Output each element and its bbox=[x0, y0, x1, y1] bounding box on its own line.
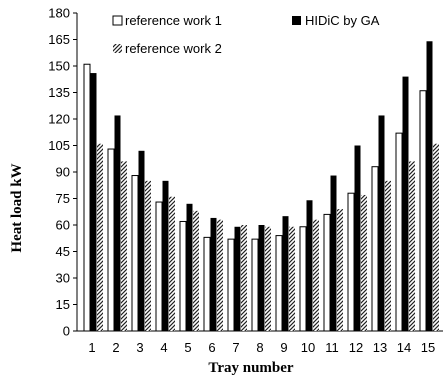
bar-black-tray-6 bbox=[210, 217, 217, 331]
y-tick-label: 30 bbox=[56, 271, 70, 286]
bar-white-tray-7 bbox=[227, 238, 235, 332]
x-tick-label: 7 bbox=[232, 340, 239, 355]
y-tick-label: 180 bbox=[48, 6, 70, 21]
legend-label: reference work 1 bbox=[125, 13, 222, 28]
bar-white-tray-13 bbox=[371, 166, 379, 332]
x-tick-label: 8 bbox=[256, 340, 263, 355]
x-axis-title: Tray number bbox=[208, 360, 293, 376]
bar-hatched-tray-15 bbox=[433, 143, 439, 331]
bar-white-tray-1 bbox=[83, 63, 91, 332]
bar-black-tray-2 bbox=[114, 115, 121, 331]
y-tick-label: 15 bbox=[56, 297, 70, 312]
x-tick-label: 4 bbox=[160, 340, 167, 355]
bar-white-tray-9 bbox=[275, 235, 283, 332]
bar-hatched-tray-14 bbox=[409, 161, 415, 331]
bar-black-tray-9 bbox=[282, 216, 289, 331]
bar-hatched-tray-2 bbox=[121, 161, 127, 331]
x-tick-label: 11 bbox=[325, 340, 339, 355]
bar-black-tray-4 bbox=[162, 180, 169, 331]
bar-black-tray-3 bbox=[138, 150, 145, 331]
legend-label: HIDiC by GA bbox=[305, 13, 380, 28]
bar-black-tray-5 bbox=[186, 203, 193, 331]
bar-white-tray-14 bbox=[395, 132, 403, 332]
x-tick-label: 2 bbox=[112, 340, 119, 355]
legend: reference work 1 HIDiC by GA reference w… bbox=[112, 13, 380, 56]
x-tick-label: 5 bbox=[184, 340, 191, 355]
x-tick-label: 1 bbox=[88, 340, 95, 355]
x-tick-label: 15 bbox=[421, 340, 435, 355]
x-tick-label: 9 bbox=[280, 340, 287, 355]
bar-white-tray-15 bbox=[419, 90, 427, 332]
bar-white-tray-3 bbox=[131, 175, 139, 332]
legend-swatch-black bbox=[292, 16, 301, 25]
bar-black-tray-7 bbox=[234, 226, 241, 331]
x-tick-label: 14 bbox=[397, 340, 411, 355]
y-axis-title: Heat load kW bbox=[9, 163, 25, 252]
bar-black-tray-13 bbox=[378, 115, 385, 331]
bar-white-tray-6 bbox=[203, 236, 211, 332]
bar-black-tray-8 bbox=[258, 225, 265, 331]
bar-hatched-tray-7 bbox=[241, 225, 247, 331]
y-tick-label: 135 bbox=[48, 85, 70, 100]
legend-swatch-hatched bbox=[113, 44, 122, 53]
x-tick-label: 6 bbox=[208, 340, 215, 355]
legend-item-series-2: reference work 2 bbox=[113, 41, 222, 56]
bar-hatched-tray-6 bbox=[217, 219, 223, 331]
legend-item-series-0: reference work 1 bbox=[112, 13, 222, 28]
bar-hatched-tray-12 bbox=[361, 194, 367, 331]
y-tick-label: 120 bbox=[48, 112, 70, 127]
y-tick-label: 0 bbox=[63, 324, 70, 339]
bar-black-tray-15 bbox=[426, 41, 433, 332]
y-tick-label: 90 bbox=[56, 165, 70, 180]
x-tick-label: 12 bbox=[349, 340, 363, 355]
bar-white-tray-5 bbox=[179, 220, 187, 332]
bar-black-tray-12 bbox=[354, 145, 361, 331]
bar-white-tray-8 bbox=[251, 238, 259, 332]
bar-white-tray-4 bbox=[155, 201, 163, 332]
bar-black-tray-14 bbox=[402, 76, 409, 331]
y-tick-label: 105 bbox=[48, 138, 70, 153]
bar-white-tray-10 bbox=[299, 226, 307, 332]
y-tick-label: 165 bbox=[48, 32, 70, 47]
x-tick-label: 13 bbox=[373, 340, 387, 355]
x-tick-label: 3 bbox=[136, 340, 143, 355]
bar-white-tray-2 bbox=[107, 148, 115, 332]
bar-hatched-tray-10 bbox=[313, 219, 319, 331]
legend-label: reference work 2 bbox=[125, 41, 222, 56]
legend-item-series-1: HIDiC by GA bbox=[292, 13, 380, 28]
y-tick-label: 60 bbox=[56, 218, 70, 233]
y-tick-label: 75 bbox=[56, 191, 70, 206]
legend-swatch-white bbox=[112, 15, 123, 26]
x-tick-label: 10 bbox=[301, 340, 315, 355]
bar-black-tray-10 bbox=[306, 200, 313, 331]
bar-hatched-tray-13 bbox=[385, 180, 391, 331]
bar-black-tray-11 bbox=[330, 175, 337, 331]
bar-hatched-tray-8 bbox=[265, 226, 271, 331]
bar-hatched-tray-3 bbox=[145, 180, 151, 331]
bar-white-tray-12 bbox=[347, 192, 355, 332]
bar-hatched-tray-9 bbox=[289, 226, 295, 331]
bar-black-tray-1 bbox=[90, 73, 97, 332]
bar-hatched-tray-4 bbox=[169, 196, 175, 331]
bar-hatched-tray-11 bbox=[337, 209, 343, 331]
y-tick-label: 150 bbox=[48, 59, 70, 74]
y-tick-label: 45 bbox=[56, 244, 70, 259]
bar-white-tray-11 bbox=[323, 213, 331, 332]
bar-hatched-tray-1 bbox=[97, 143, 103, 331]
bar-hatched-tray-5 bbox=[193, 210, 199, 331]
